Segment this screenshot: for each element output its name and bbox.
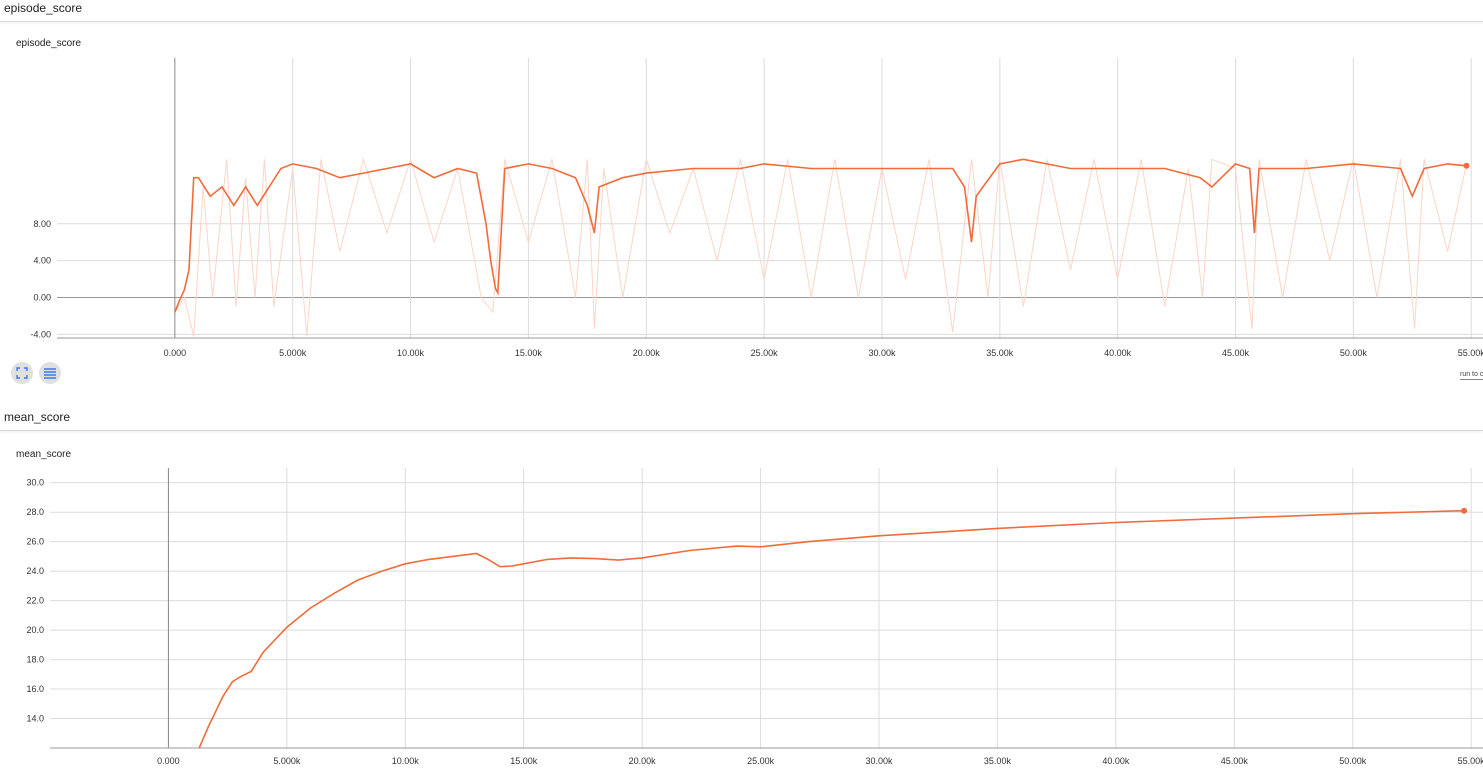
x-tick-label: 20.00k xyxy=(633,348,661,358)
x-tick-label: 15.00k xyxy=(510,756,538,766)
last-point-marker xyxy=(1463,162,1470,169)
y-tick-label: 26.0 xyxy=(26,537,44,547)
x-tick-label: 0.000 xyxy=(164,348,187,358)
fullscreen-button[interactable] xyxy=(11,362,33,384)
x-tick-label: 45.00k xyxy=(1222,348,1250,358)
list-icon xyxy=(44,368,56,379)
y-tick-label: 24.0 xyxy=(26,566,44,576)
y-tick-label: 14.0 xyxy=(26,714,44,724)
x-tick-label: 5.000k xyxy=(279,348,307,358)
mean-score-chart[interactable]: 14.0 16.0 18.0 20.0 22.0 24.0 26.0 28.0 30.0 0.00… xyxy=(0,462,1483,771)
x-tick-label: 25.00k xyxy=(751,348,779,358)
fullscreen-icon xyxy=(16,367,28,379)
y-tick-label: 0.00 xyxy=(33,292,51,302)
y-tick-label: 4.00 xyxy=(33,256,51,266)
chart-title-episode-score: episode_score xyxy=(16,38,82,49)
x-tick-label: 35.00k xyxy=(984,756,1012,766)
y-tick-label: 30.0 xyxy=(26,478,44,488)
y-tick-label: 22.0 xyxy=(26,596,44,606)
x-tick-label: 50.00k xyxy=(1339,756,1367,766)
x-tick-label: 25.00k xyxy=(747,756,775,766)
x-tick-label: 35.00k xyxy=(986,348,1014,358)
last-point-marker xyxy=(1461,507,1468,514)
x-tick-label: 5.000k xyxy=(273,756,301,766)
smoothed-series-line xyxy=(198,509,1465,748)
section-divider xyxy=(0,21,1483,22)
data-toggle-button[interactable] xyxy=(39,362,61,384)
y-tick-label: 18.0 xyxy=(26,655,44,665)
y-tick-label: 20.0 xyxy=(26,625,44,635)
x-tick-label: 10.00k xyxy=(392,756,420,766)
x-tick-label: 10.00k xyxy=(397,348,425,358)
x-tick-label: 40.00k xyxy=(1104,348,1132,358)
x-tick-label: 0.000 xyxy=(157,756,180,766)
episode-score-chart[interactable]: -4.00 0.00 4.00 8.00 0.000 5.000k 10.00k 15.00k… xyxy=(0,52,1483,362)
x-tick-label: 30.00k xyxy=(868,348,896,358)
x-tick-label: 40.00k xyxy=(1102,756,1130,766)
section-title-mean-score[interactable]: mean_score xyxy=(4,410,71,424)
section-divider xyxy=(0,430,1483,431)
section-title-episode-score[interactable]: episode_score xyxy=(4,1,83,15)
x-tick-label: 30.00k xyxy=(865,756,893,766)
x-tick-label: 55.00k xyxy=(1458,348,1483,358)
x-tick-label: 55.00k xyxy=(1458,756,1483,766)
y-tick-label: 8.00 xyxy=(33,219,51,229)
x-tick-label: 50.00k xyxy=(1340,348,1368,358)
y-tick-label: 16.0 xyxy=(26,684,44,694)
x-tick-label: 20.00k xyxy=(629,756,657,766)
chart-title-mean-score: mean_score xyxy=(16,449,72,460)
raw-series-line xyxy=(174,157,1467,337)
y-tick-label: -4.00 xyxy=(30,329,51,339)
y-tick-label: 28.0 xyxy=(26,507,44,517)
x-tick-label: 15.00k xyxy=(515,348,543,358)
run-to-download-link[interactable]: run to c xyxy=(1460,371,1483,380)
x-tick-label: 45.00k xyxy=(1221,756,1249,766)
smoothed-series-line xyxy=(174,158,1467,313)
